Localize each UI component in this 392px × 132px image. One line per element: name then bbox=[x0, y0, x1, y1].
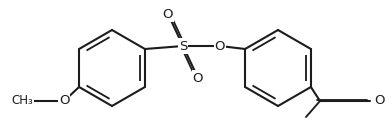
Text: O: O bbox=[193, 72, 203, 84]
Text: O: O bbox=[163, 8, 173, 20]
Text: CH₃: CH₃ bbox=[11, 95, 33, 107]
Text: S: S bbox=[179, 39, 187, 53]
Text: O: O bbox=[59, 95, 69, 107]
Text: O: O bbox=[374, 95, 385, 107]
Text: O: O bbox=[215, 39, 225, 53]
